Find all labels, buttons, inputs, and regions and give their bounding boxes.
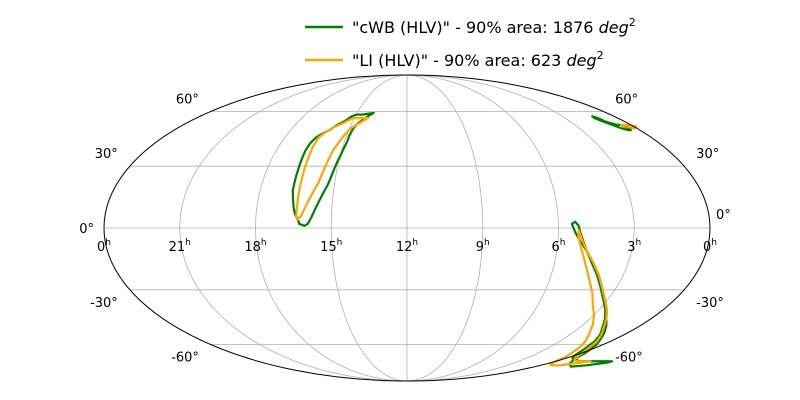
ra-tick-label: 15h — [320, 238, 342, 255]
dec-tick-label-right: 60° — [615, 92, 638, 107]
dec-tick-labels: 60° 60° 30° 30° 0° 0° -30° -30° -60° -60° — [79, 92, 731, 365]
ra-tick-label: 3h — [627, 238, 641, 255]
dec-tick-label-left: 30° — [95, 147, 118, 162]
ra-tick-label: 0h — [703, 238, 717, 255]
ra-tick-label: 18h — [244, 238, 266, 255]
dec-tick-label-left: 0° — [79, 222, 94, 237]
ra-tick-label: 6h — [552, 238, 566, 255]
ra-tick-labels: 0h 21h 18h 15h 12h 9h 6h 3h 0h — [97, 238, 717, 255]
dec-tick-label-right: -30° — [696, 296, 724, 311]
ra-tick-label: 9h — [476, 238, 490, 255]
map-frame — [103, 74, 711, 382]
grid-lines — [104, 74, 710, 382]
contour-series — [291, 111, 638, 368]
contour-li-region-2 — [549, 229, 608, 367]
dec-tick-label-left: -60° — [171, 351, 199, 366]
contour-cwb-region-1 — [591, 115, 632, 132]
legend: "cWB (HLV)" - 90% area: 1876 deg2 "LI (HL… — [305, 16, 636, 70]
legend-label: "cWB (HLV)" - 90% area: 1876 deg2 — [352, 16, 636, 37]
legend-label: "LI (HLV)" - 90% area: 623 deg2 — [352, 49, 604, 70]
ra-tick-label: 21h — [169, 238, 191, 255]
dec-tick-label-left: -30° — [90, 296, 118, 311]
map-outline — [103, 74, 711, 382]
ra-tick-label: 0h — [97, 238, 111, 255]
dec-tick-label-right: 30° — [696, 147, 719, 162]
dec-tick-label-right: 0° — [716, 208, 731, 223]
dec-tick-label-left: 60° — [176, 92, 199, 107]
ra-tick-label: 12h — [396, 238, 418, 255]
contour-li-region-0 — [295, 116, 370, 221]
dec-tick-label-right: -60° — [615, 351, 643, 366]
